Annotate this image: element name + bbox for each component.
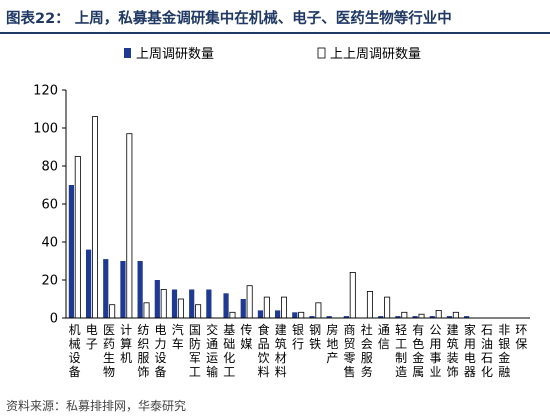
x-axis: 机械设备电子医药生物计算机纺织服饰电力设备汽车国防军工交通运输基础化工传媒食品饮… bbox=[66, 317, 530, 379]
bar-series bbox=[68, 116, 470, 319]
bar-last-week-17 bbox=[343, 316, 349, 318]
y-tick-label: 20 bbox=[41, 274, 58, 289]
bar-last-week-22 bbox=[429, 316, 435, 318]
x-category-label: 房地产 bbox=[326, 322, 338, 365]
chart-legend: 上周调研数量 上上周调研数量 bbox=[124, 47, 421, 62]
legend-item-2: 上上周调研数量 bbox=[317, 47, 421, 62]
x-category-label: 机械设备 bbox=[69, 323, 81, 379]
bar-prior-week-13 bbox=[281, 296, 288, 319]
x-category-label: 传媒 bbox=[240, 322, 252, 351]
bar-last-week-15 bbox=[309, 316, 315, 318]
y-tick-label: 120 bbox=[33, 84, 58, 99]
bar-prior-week-1 bbox=[74, 156, 81, 319]
bar-chart: 上周调研数量 上上周调研数量 0 20 40 60 80 100 120 机械设备电子医药生物… bbox=[33, 47, 530, 379]
bar-last-week-13 bbox=[275, 310, 281, 318]
legend-item-1: 上周调研数量 bbox=[124, 47, 214, 62]
bar-last-week-8 bbox=[189, 289, 195, 318]
bar-last-week-2 bbox=[85, 249, 92, 318]
x-category-label: 建筑装饰 bbox=[447, 323, 459, 379]
x-category-label: 电力设备 bbox=[155, 323, 167, 379]
bar-prior-week-3 bbox=[109, 304, 116, 319]
bar-prior-week-4 bbox=[126, 133, 133, 319]
y-tick-label: 60 bbox=[41, 198, 58, 213]
bar-last-week-16 bbox=[326, 316, 332, 318]
bar-last-week-11 bbox=[240, 299, 246, 318]
bar-last-week-9 bbox=[206, 289, 212, 318]
legend-swatch-1 bbox=[124, 48, 131, 58]
x-category-label: 轻工制造 bbox=[395, 323, 407, 379]
bar-prior-week-2 bbox=[91, 116, 98, 319]
bar-prior-week-14 bbox=[298, 311, 305, 319]
bar-last-week-19 bbox=[378, 316, 384, 318]
x-category-label: 交通运输 bbox=[206, 322, 218, 379]
bar-prior-week-15 bbox=[315, 302, 322, 319]
x-category-label: 非银金融 bbox=[498, 323, 510, 379]
y-tick-label: 100 bbox=[33, 122, 58, 137]
bar-prior-week-23 bbox=[452, 311, 459, 319]
x-category-label: 石油石化 bbox=[481, 323, 493, 379]
bar-last-week-14 bbox=[292, 312, 298, 318]
bar-prior-week-6 bbox=[160, 289, 167, 319]
title-divider bbox=[0, 32, 550, 34]
source-note: 资料来源：私募排排网，华泰研究 bbox=[6, 399, 187, 413]
x-category-label: 钢铁 bbox=[309, 323, 321, 351]
bar-last-week-5 bbox=[137, 261, 143, 318]
x-category-label: 医药生物 bbox=[103, 323, 115, 379]
bar-last-week-3 bbox=[103, 259, 109, 318]
y-tick-label: 80 bbox=[41, 160, 58, 175]
bar-prior-week-5 bbox=[143, 302, 150, 319]
bar-last-week-24 bbox=[464, 316, 470, 318]
x-category-label: 国防军工 bbox=[189, 323, 201, 379]
x-category-label: 通信 bbox=[378, 323, 390, 351]
x-category-label: 纺织服饰 bbox=[137, 323, 149, 379]
bar-prior-week-21 bbox=[418, 313, 425, 319]
bar-last-week-1 bbox=[68, 185, 74, 318]
bar-last-week-21 bbox=[412, 316, 418, 318]
bar-prior-week-8 bbox=[195, 304, 202, 319]
bar-prior-week-12 bbox=[263, 296, 270, 319]
bar-prior-week-22 bbox=[435, 309, 442, 319]
bar-last-week-12 bbox=[257, 310, 264, 318]
x-category-label: 社会服务 bbox=[361, 322, 373, 379]
bar-prior-week-10 bbox=[229, 311, 236, 319]
x-category-label: 建筑材料 bbox=[275, 323, 287, 379]
bar-prior-week-20 bbox=[401, 311, 408, 319]
bar-last-week-23 bbox=[446, 316, 453, 318]
x-category-label: 汽车 bbox=[172, 322, 184, 351]
x-category-label: 有色金属 bbox=[412, 323, 424, 379]
y-tick-label: 0 bbox=[50, 312, 58, 327]
bar-last-week-7 bbox=[171, 289, 178, 318]
legend-label-2: 上上周调研数量 bbox=[330, 47, 421, 62]
x-category-label: 银行 bbox=[292, 323, 304, 351]
x-category-label: 电子 bbox=[86, 323, 98, 351]
bar-last-week-4 bbox=[120, 261, 126, 318]
x-category-label: 商贸零售 bbox=[344, 322, 356, 379]
bar-prior-week-17 bbox=[349, 271, 356, 319]
legend-label-1: 上周调研数量 bbox=[136, 47, 214, 62]
bar-prior-week-7 bbox=[177, 298, 184, 319]
x-category-label: 食品饮料 bbox=[258, 322, 270, 379]
x-category-label: 计算机 bbox=[120, 323, 132, 365]
x-category-label: 家用电器 bbox=[464, 322, 476, 379]
bar-prior-week-11 bbox=[246, 285, 253, 319]
y-tick-label: 40 bbox=[41, 236, 58, 251]
y-axis: 0 20 40 60 80 100 120 bbox=[33, 84, 67, 327]
bar-prior-week-18 bbox=[366, 290, 373, 319]
figure-header: 图表22： 上周，私募基金调研集中在机械、电子、医药生物等行业中 bbox=[0, 0, 550, 34]
bar-last-week-6 bbox=[154, 280, 160, 318]
bar-last-week-10 bbox=[223, 293, 229, 318]
figure-title: 图表22： 上周，私募基金调研集中在机械、电子、医药生物等行业中 bbox=[6, 11, 452, 27]
bar-prior-week-19 bbox=[384, 296, 391, 319]
legend-swatch-2 bbox=[317, 47, 326, 59]
x-category-label: 环保 bbox=[515, 323, 527, 351]
bar-last-week-20 bbox=[395, 316, 401, 318]
x-category-label: 基础化工 bbox=[223, 323, 235, 379]
x-category-label: 公用事业 bbox=[429, 323, 441, 379]
